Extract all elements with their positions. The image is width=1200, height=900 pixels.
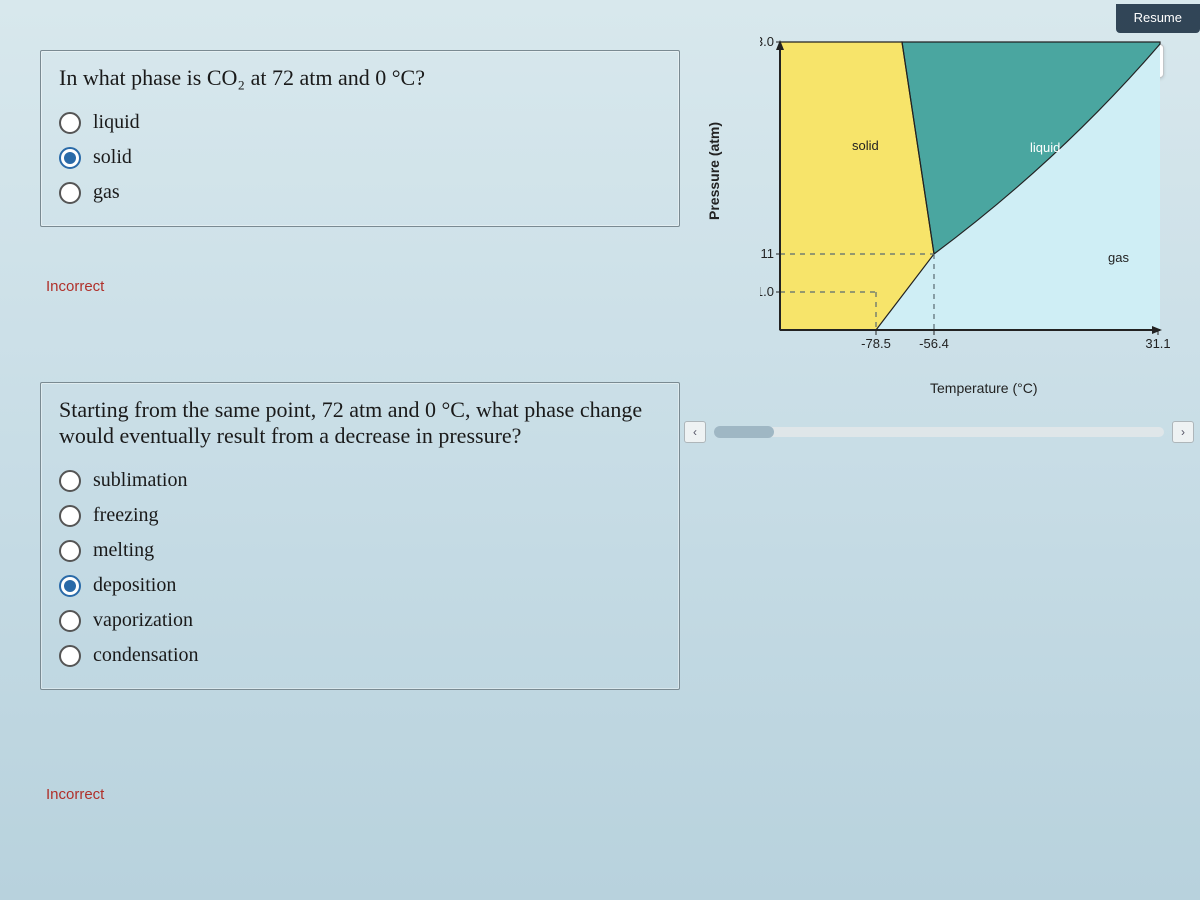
radio-icon[interactable]	[59, 470, 81, 492]
diagram-scroller: ‹ ›	[684, 418, 1194, 446]
option-label: solid	[93, 146, 132, 169]
svg-text:5.11: 5.11	[760, 246, 774, 261]
option-label: liquid	[93, 111, 140, 134]
scroll-thumb[interactable]	[714, 426, 774, 438]
option-label: gas	[93, 181, 120, 204]
q1-option-solid[interactable]: solid	[59, 140, 661, 175]
phase-diagram-svg: 73.0 5.11 1.0 -78.5 -56.4 31.1 solid liquid gas	[760, 30, 1180, 370]
option-label: vaporization	[93, 609, 193, 632]
x-axis-label: Temperature (°C)	[930, 380, 1038, 396]
radio-icon[interactable]	[59, 505, 81, 527]
option-label: freezing	[93, 504, 159, 527]
question-1: In what phase is CO₂ at 72 atm and 0 °C?…	[40, 50, 680, 227]
q1-option-gas[interactable]: gas	[59, 175, 661, 210]
q2-option-deposition[interactable]: deposition	[59, 568, 661, 603]
question-1-prompt: In what phase is CO₂ at 72 atm and 0 °C?	[41, 51, 679, 101]
svg-text:-56.4: -56.4	[919, 336, 949, 351]
radio-icon[interactable]	[59, 112, 81, 134]
scroll-track[interactable]	[714, 427, 1164, 437]
option-label: condensation	[93, 644, 199, 667]
radio-icon[interactable]	[59, 540, 81, 562]
radio-icon[interactable]	[59, 645, 81, 667]
radio-icon[interactable]	[59, 575, 81, 597]
question-2: Starting from the same point, 72 atm and…	[40, 382, 680, 690]
svg-text:solid: solid	[852, 138, 879, 153]
question-1-options: liquid solid gas	[41, 101, 679, 226]
scroll-right-button[interactable]: ›	[1172, 421, 1194, 443]
svg-text:-78.5: -78.5	[861, 336, 891, 351]
question-1-feedback: Incorrect	[44, 278, 104, 295]
q2-option-condensation[interactable]: condensation	[59, 638, 661, 673]
q2-option-freezing[interactable]: freezing	[59, 498, 661, 533]
scroll-left-button[interactable]: ‹	[684, 421, 706, 443]
y-axis-label: Pressure (atm)	[706, 122, 722, 220]
svg-text:1.0: 1.0	[760, 284, 774, 299]
phase-diagram: Pressure (atm) Temperature (°C) 73.05.11…	[720, 30, 1180, 400]
question-2-prompt: Starting from the same point, 72 atm and…	[41, 383, 679, 459]
radio-icon[interactable]	[59, 147, 81, 169]
q2-option-sublimation[interactable]: sublimation	[59, 463, 661, 498]
radio-icon[interactable]	[59, 182, 81, 204]
question-2-options: sublimation freezing melting deposition vapo…	[41, 459, 679, 689]
svg-text:31.1: 31.1	[1145, 336, 1170, 351]
option-label: deposition	[93, 574, 176, 597]
q1-option-liquid[interactable]: liquid	[59, 105, 661, 140]
svg-text:liquid: liquid	[1030, 140, 1060, 155]
svg-text:gas: gas	[1108, 250, 1129, 265]
resume-button[interactable]: Resume	[1116, 4, 1200, 33]
option-label: melting	[93, 539, 154, 562]
radio-icon[interactable]	[59, 610, 81, 632]
option-label: sublimation	[93, 469, 187, 492]
q2-option-vaporization[interactable]: vaporization	[59, 603, 661, 638]
question-2-feedback: Incorrect	[44, 786, 104, 803]
svg-text:73.0: 73.0	[760, 34, 774, 49]
q2-option-melting[interactable]: melting	[59, 533, 661, 568]
